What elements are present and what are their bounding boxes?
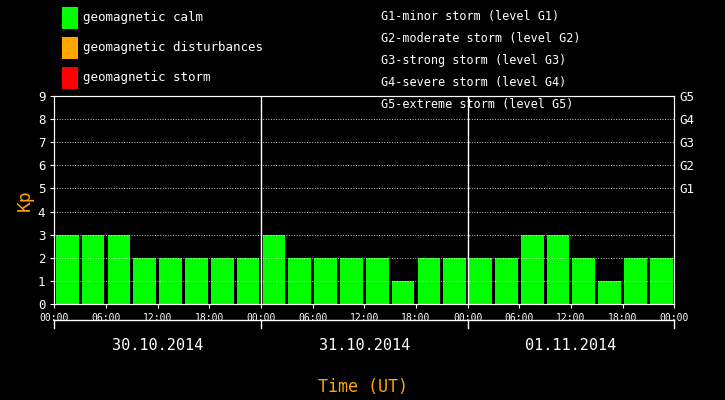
Text: G4-severe storm (level G4): G4-severe storm (level G4) — [381, 76, 566, 89]
Bar — [211, 258, 233, 304]
Bar — [521, 235, 544, 304]
Bar — [469, 258, 492, 304]
Text: 30.10.2014: 30.10.2014 — [112, 338, 203, 353]
Text: Time (UT): Time (UT) — [318, 378, 407, 396]
Text: geomagnetic disturbances: geomagnetic disturbances — [83, 42, 263, 54]
Bar — [598, 281, 621, 304]
Bar — [262, 235, 285, 304]
Bar — [237, 258, 260, 304]
Bar — [418, 258, 440, 304]
Bar — [185, 258, 208, 304]
Text: G5-extreme storm (level G5): G5-extreme storm (level G5) — [381, 98, 573, 111]
Bar — [366, 258, 389, 304]
Bar — [392, 281, 415, 304]
Bar — [573, 258, 595, 304]
Bar — [650, 258, 673, 304]
Bar — [107, 235, 130, 304]
Text: 01.11.2014: 01.11.2014 — [526, 338, 616, 353]
Bar — [495, 258, 518, 304]
Text: 31.10.2014: 31.10.2014 — [319, 338, 410, 353]
Y-axis label: Kp: Kp — [16, 189, 33, 211]
Bar — [340, 258, 362, 304]
Text: geomagnetic calm: geomagnetic calm — [83, 12, 204, 24]
Text: geomagnetic storm: geomagnetic storm — [83, 72, 211, 84]
Bar — [82, 235, 104, 304]
Bar — [133, 258, 156, 304]
Bar — [56, 235, 78, 304]
Bar — [289, 258, 311, 304]
Text: G2-moderate storm (level G2): G2-moderate storm (level G2) — [381, 32, 580, 45]
Bar — [624, 258, 647, 304]
Bar — [160, 258, 182, 304]
Bar — [444, 258, 466, 304]
Text: G1-minor storm (level G1): G1-minor storm (level G1) — [381, 10, 559, 23]
Bar — [547, 235, 569, 304]
Text: G3-strong storm (level G3): G3-strong storm (level G3) — [381, 54, 566, 67]
Bar — [314, 258, 337, 304]
